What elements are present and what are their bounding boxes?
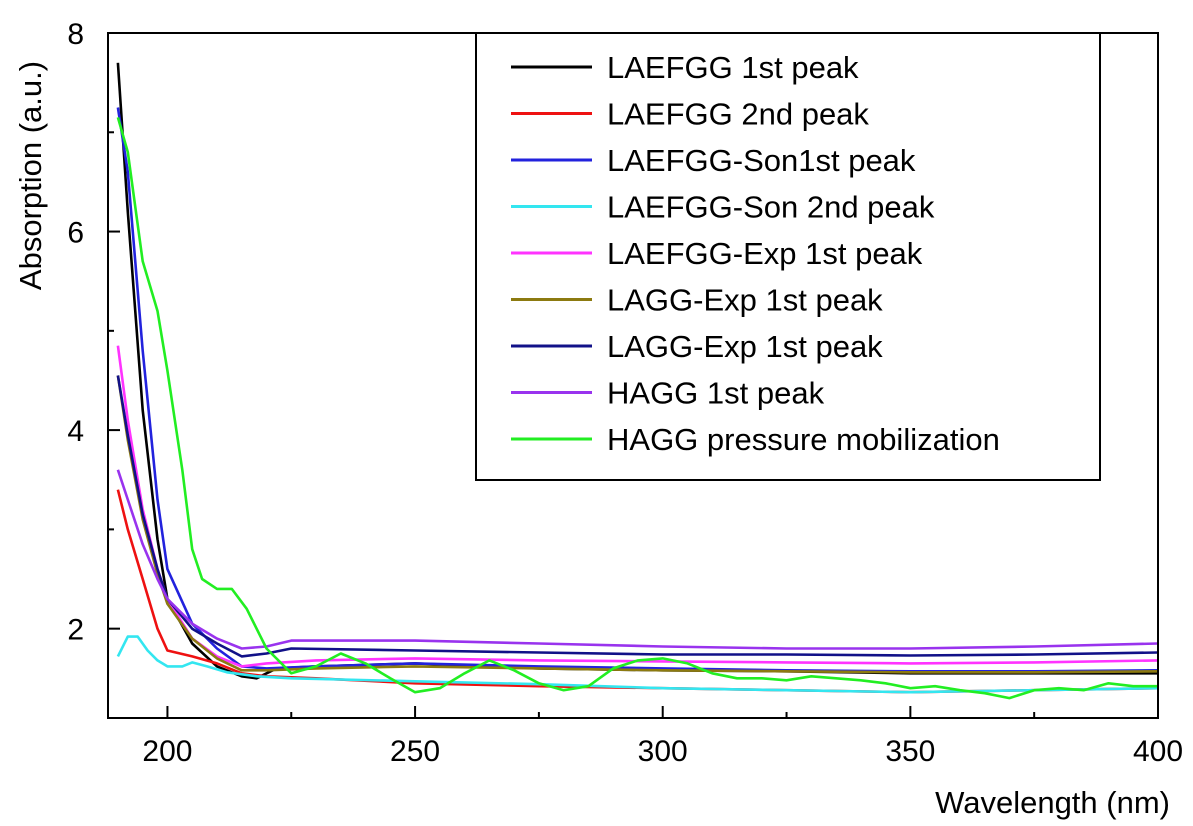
x-tick-label-400: 400	[1133, 735, 1183, 768]
legend-label-8: HAGG 1st peak	[607, 376, 825, 411]
x-tick-label-200: 200	[142, 735, 192, 768]
legend: LAEFGG 1st peak LAEFGG 2nd peak LAEFGG-Son…	[475, 32, 1101, 481]
y-tick-label-4: 4	[67, 415, 84, 448]
series-line-8	[116, 469, 1159, 650]
y-tick-label-2: 2	[67, 614, 84, 647]
legend-label-5: LAEFGG-Exp 1st peak	[607, 236, 923, 271]
series-layer	[116, 62, 1159, 700]
series-line-4	[116, 635, 1159, 694]
series-line-9	[116, 117, 1158, 700]
legend-label-9: HAGG pressure mobilization	[607, 422, 1000, 457]
legend-label-1: LAEFGG 1st peak	[607, 50, 859, 85]
x-tick-label-350: 350	[885, 735, 935, 768]
legend-label-2: LAEFGG 2nd peak	[607, 97, 869, 132]
legend-label-7: LAGG-Exp 1st peak	[607, 329, 883, 364]
x-axis-title: Wavelength (nm)	[935, 785, 1170, 820]
y-tick-label-6: 6	[67, 217, 84, 250]
y-tick-label-8: 8	[67, 18, 84, 51]
legend-label-3: LAEFGG-Son1st peak	[607, 143, 916, 178]
axis-layer: 200 250 300 350 400 2 4 6 8	[67, 18, 1183, 768]
legend-box	[475, 32, 1101, 481]
series-line-7	[116, 375, 1159, 658]
legend-label-4: LAEFGG-Son 2nd peak	[607, 190, 935, 225]
x-tick-label-250: 250	[390, 735, 440, 768]
legend-label-6: LAGG-Exp 1st peak	[607, 283, 883, 318]
y-axis-title: Absorption (a.u.)	[13, 61, 48, 290]
x-tick-label-300: 300	[638, 735, 688, 768]
